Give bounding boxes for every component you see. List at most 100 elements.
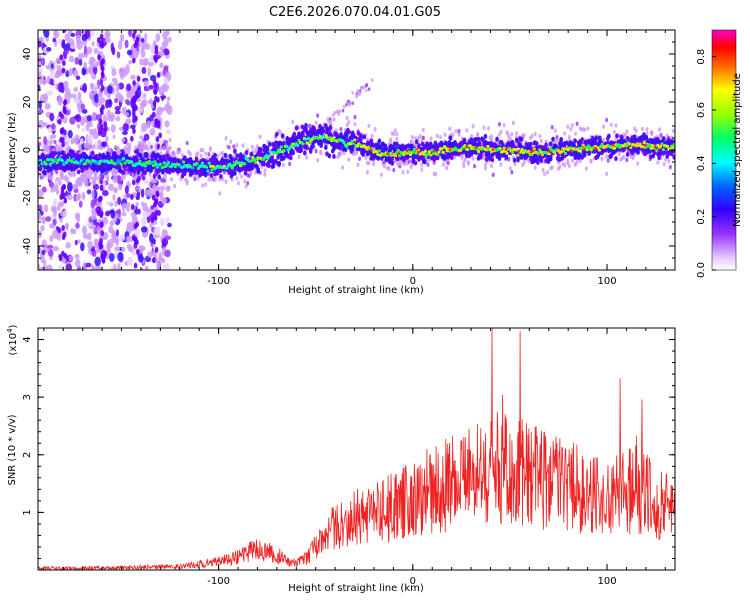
spectrogram-halo bbox=[622, 154, 626, 160]
spectrogram-noise-blob bbox=[141, 216, 147, 227]
spectrogram-noise-blob bbox=[115, 209, 121, 214]
spectrogram-halo bbox=[645, 126, 649, 132]
spectrogram-noise-blob bbox=[92, 183, 100, 191]
spectrogram-noise-blob bbox=[43, 30, 50, 38]
spectrogram-noise-streak bbox=[134, 91, 139, 98]
spectrogram-ridge bbox=[659, 144, 663, 148]
spectrogram-halo bbox=[39, 175, 43, 180]
spectrogram-noise-streak bbox=[57, 227, 61, 234]
spectrogram-ridge bbox=[616, 143, 621, 147]
spectrogram-noise-blob bbox=[160, 190, 164, 199]
spectrogram-ridge bbox=[278, 150, 282, 154]
spectrogram-band bbox=[423, 159, 427, 165]
spectrogram-halo bbox=[445, 165, 449, 171]
spectrogram-band bbox=[609, 153, 614, 159]
spectrogram-halo bbox=[614, 123, 618, 128]
spectrogram-halo bbox=[204, 182, 208, 187]
spectrogram-noise-blob bbox=[41, 249, 46, 256]
spectrogram-noise-blob bbox=[40, 256, 45, 263]
spectrogram-halo bbox=[420, 162, 424, 168]
spectrogram-band bbox=[544, 142, 548, 148]
spectrogram-band bbox=[596, 152, 601, 158]
spectrogram-halo bbox=[339, 150, 343, 156]
spectrogram-halo bbox=[650, 131, 654, 137]
spectrogram-halo bbox=[434, 172, 438, 177]
spectrogram-noise-streak bbox=[154, 48, 159, 55]
spectrogram-band bbox=[539, 158, 544, 164]
spectrogram-noise-blob bbox=[38, 213, 42, 221]
spectrogram-halo bbox=[515, 131, 519, 136]
spectrogram-ridge bbox=[200, 161, 205, 165]
spectrogram-noise-blob bbox=[52, 218, 57, 226]
spectrogram-band bbox=[652, 150, 657, 156]
spectrogram-ridge bbox=[641, 145, 645, 149]
spectrogram-ridge bbox=[210, 168, 214, 172]
spectrogram-noise-blob bbox=[39, 75, 44, 80]
spectrogram-halo bbox=[173, 183, 177, 189]
spectrogram-halo bbox=[429, 136, 433, 141]
spectrogram-band bbox=[414, 139, 419, 145]
spectrogram-halo bbox=[442, 162, 446, 167]
spectrogram-halo bbox=[668, 164, 672, 170]
spectrogram-ridge bbox=[195, 161, 199, 166]
spectrogram-noise-blob bbox=[110, 42, 114, 53]
spectrogram-halo bbox=[497, 122, 501, 127]
spectrogram-noise-blob bbox=[145, 207, 150, 213]
spectrogram-noise-blob bbox=[59, 211, 64, 217]
spectrogram-tail bbox=[342, 105, 346, 109]
spectrogram-halo bbox=[625, 129, 629, 134]
spectrogram-halo bbox=[476, 132, 480, 137]
spectrogram-noise-blob bbox=[68, 38, 75, 47]
spectrogram-band bbox=[312, 127, 316, 133]
spectrogram-ridge bbox=[225, 166, 229, 170]
spectrogram-halo bbox=[662, 162, 666, 167]
spectrogram-noise-streak bbox=[155, 190, 160, 197]
spectrogram-noise-blob bbox=[124, 39, 129, 49]
spectrogram-noise-blob bbox=[41, 239, 48, 250]
spectrogram-noise-blob bbox=[121, 130, 128, 135]
spectrogram-ridge bbox=[562, 147, 566, 151]
spectrogram-noise-blob bbox=[117, 183, 123, 191]
spectrogram-noise-blob bbox=[153, 226, 161, 236]
spectrogram-halo bbox=[75, 140, 79, 146]
spectrogram-band bbox=[294, 125, 299, 131]
spectrogram-halo bbox=[570, 158, 574, 164]
spectrogram-ridge bbox=[267, 154, 271, 158]
spectrogram-band bbox=[519, 136, 524, 142]
spectrogram-noise-blob bbox=[110, 229, 116, 235]
spectrogram-halo bbox=[207, 152, 211, 157]
spectrogram-halo bbox=[395, 132, 399, 137]
spectrogram-band bbox=[327, 153, 332, 159]
spectrogram-halo bbox=[406, 169, 410, 175]
spectrogram-noise-blob bbox=[137, 254, 144, 263]
spectrogram-halo bbox=[625, 157, 629, 163]
spectrogram-ridge bbox=[665, 144, 670, 149]
spectrogram-noise-blob bbox=[74, 239, 78, 246]
spectrogram-noise-blob bbox=[93, 47, 99, 55]
spectrogram-halo bbox=[569, 126, 573, 132]
spectrogram-noise-blob bbox=[130, 211, 136, 218]
spectrogram-tail bbox=[351, 101, 355, 106]
spectrogram-noise-streak bbox=[98, 118, 103, 125]
spectrogram-ridge bbox=[48, 162, 52, 166]
spectrogram-noise-blob bbox=[125, 118, 132, 125]
spectrogram-noise-streak bbox=[132, 128, 136, 135]
spectrogram-halo bbox=[631, 155, 635, 161]
spectrogram-band bbox=[277, 161, 282, 167]
spectrogram-noise-streak bbox=[153, 214, 158, 221]
spectrogram-noise-blob bbox=[109, 252, 115, 262]
spectrogram-ridge bbox=[465, 147, 470, 152]
spectrogram-noise-blob bbox=[79, 116, 86, 127]
spectrogram-band bbox=[304, 122, 308, 128]
spectrogram-noise-blob bbox=[65, 42, 71, 52]
spectrogram-ridge bbox=[253, 160, 258, 164]
spectrogram-ridge bbox=[505, 151, 509, 155]
spectrogram-noise-blob bbox=[73, 98, 80, 104]
spectrogram-tail bbox=[351, 91, 354, 95]
spectrogram-halo bbox=[50, 139, 54, 144]
spectrogram-halo bbox=[106, 144, 110, 150]
spectrogram-halo bbox=[224, 179, 228, 184]
spectrogram-noise-streak bbox=[99, 60, 104, 67]
spectrogram-halo bbox=[185, 179, 189, 184]
spectrogram-halo bbox=[123, 145, 127, 151]
